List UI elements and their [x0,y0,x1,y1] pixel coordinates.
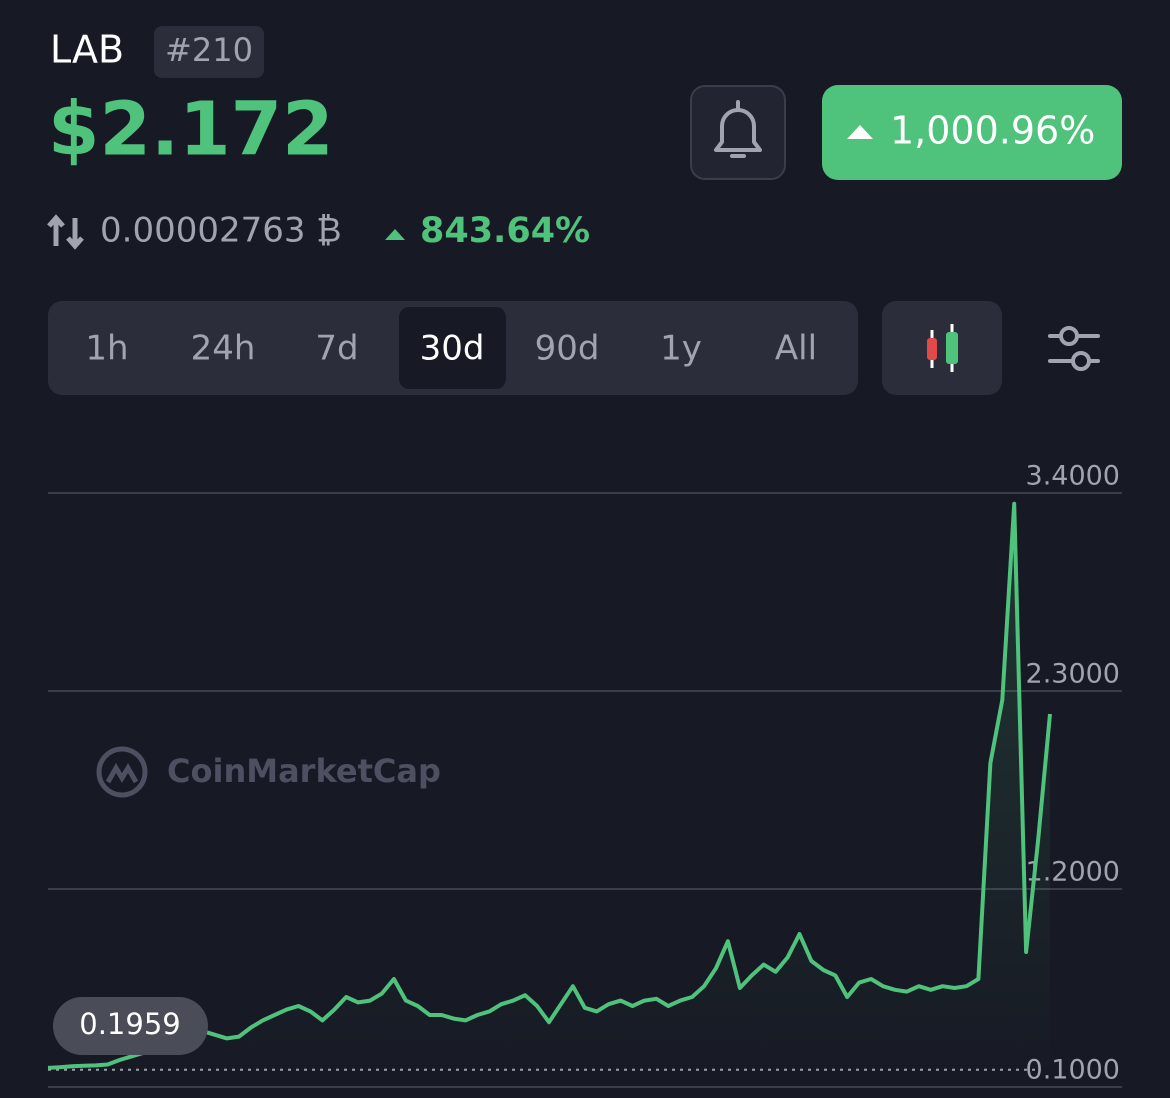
tab[interactable]: 30d [420,329,485,369]
up-icon [385,229,405,240]
tab[interactable]: 90d [535,329,600,369]
btc-price: 0.00002763 ₿ [100,211,341,251]
y-tick-label: 2.3000 [1026,659,1120,690]
tab[interactable]: 1h [85,329,128,369]
rank: #210 [165,31,253,69]
slider-knob [1071,351,1091,371]
tab[interactable]: 1y [660,329,702,369]
tab[interactable]: All [775,329,817,369]
start-price-pill [53,997,208,1055]
rank-badge [154,26,264,78]
bell-icon [714,100,762,158]
change: 1,000.96% [890,109,1095,153]
active-tab [399,307,506,389]
watermark-logo [105,763,139,784]
slider-lines [1048,334,1100,363]
alert-button[interactable] [690,85,786,180]
price-area [48,503,1050,1087]
btc-change: 843.64% [420,211,590,251]
watermark: CoinMarketCap [167,752,441,790]
change-badge [822,85,1122,180]
y-tick-label: 3.4000 [1026,461,1120,492]
slider-knob [1059,326,1079,346]
green-candle [946,332,958,364]
candle-bg [882,301,1002,395]
start-price-label: 0.1959 [79,1007,180,1041]
symbol: LAB [50,28,124,72]
alert-bg [690,85,786,180]
price: $2.172 [48,87,334,173]
price-line [47,501,1052,1070]
red-candle [927,338,937,360]
swap-icon [47,214,84,250]
settings-button[interactable] [1048,326,1100,371]
up-icon [847,125,873,139]
tab[interactable]: 24h [191,329,256,369]
tab[interactable]: 7d [315,329,358,369]
watermark-logo [96,746,148,798]
candle-button[interactable] [882,301,1002,395]
